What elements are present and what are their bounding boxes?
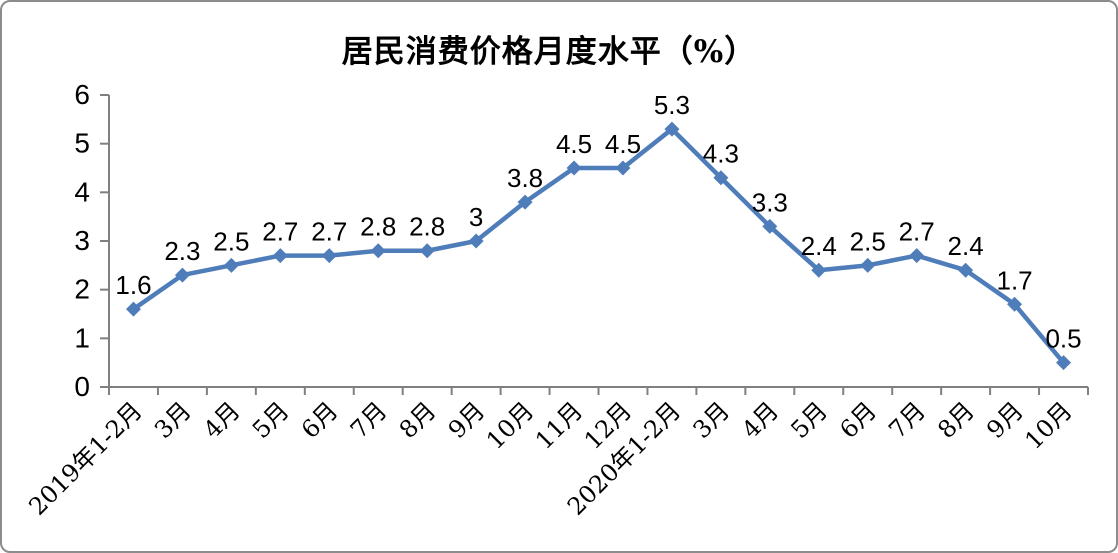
y-axis-tick-label: 6 <box>74 79 90 110</box>
data-point-label: 2.4 <box>948 231 984 261</box>
data-point-marker <box>125 301 141 317</box>
x-axis-tick-label: 8月 <box>394 396 442 444</box>
data-point-label: 4.5 <box>556 129 592 159</box>
x-axis-tick-label: 7月 <box>345 396 393 444</box>
data-point-label: 2.7 <box>899 217 935 247</box>
data-point-label: 3 <box>469 202 483 232</box>
data-point-label: 5.3 <box>654 90 690 120</box>
data-point-marker <box>664 121 680 137</box>
y-axis-tick-label: 4 <box>74 176 90 207</box>
x-axis-tick-label: 6月 <box>834 396 882 444</box>
data-point-marker <box>615 160 631 176</box>
data-point-label: 3.3 <box>752 187 788 217</box>
data-point-marker <box>223 257 239 273</box>
data-point-label: 2.7 <box>311 217 347 247</box>
data-point-label: 4.5 <box>605 129 641 159</box>
x-axis-tick-label: 4月 <box>198 396 246 444</box>
data-point-label: 3.8 <box>507 163 543 193</box>
data-point-label: 4.3 <box>703 139 739 169</box>
x-axis-tick-label: 3月 <box>149 396 197 444</box>
y-axis-tick-label: 5 <box>74 128 90 159</box>
data-point-marker <box>566 160 582 176</box>
data-line <box>131 126 1066 365</box>
data-point-marker <box>370 243 386 259</box>
data-point-marker <box>321 248 337 264</box>
data-point-label: 2.7 <box>262 217 298 247</box>
data-point-label: 2.5 <box>213 226 249 256</box>
data-point-marker <box>272 248 288 264</box>
data-point-marker <box>517 194 533 210</box>
data-point-label: 1.6 <box>115 270 151 300</box>
x-axis-tick-label: 5月 <box>785 396 833 444</box>
data-point-label: 2.8 <box>360 212 396 242</box>
data-point-marker <box>713 170 729 186</box>
x-axis-tick-label: 3月 <box>688 396 736 444</box>
chart-title: 居民消费价格月度水平（%） <box>341 34 757 70</box>
x-axis-tick-label: 6月 <box>296 396 344 444</box>
data-point-label: 1.7 <box>996 265 1032 295</box>
data-point-marker <box>419 243 435 259</box>
data-point-marker <box>468 233 484 249</box>
y-axis-tick-label: 2 <box>74 274 90 305</box>
data-point-label: 2.5 <box>850 226 886 256</box>
y-axis-tick-label: 1 <box>74 322 90 353</box>
data-point-marker <box>958 262 974 278</box>
data-point-label: 0.5 <box>1045 324 1081 354</box>
y-axis-tick-label: 0 <box>74 371 90 402</box>
x-axis-tick-label: 10月 <box>1019 396 1077 454</box>
y-axis-tick-label: 3 <box>74 225 90 256</box>
data-point-marker <box>174 267 190 283</box>
x-axis-tick-label: 4月 <box>736 396 784 444</box>
data-point-marker <box>762 218 778 234</box>
data-point-label: 2.8 <box>409 212 445 242</box>
x-axis-tick-label: 5月 <box>247 396 295 444</box>
data-point-marker <box>909 248 925 264</box>
axis-lines <box>108 95 1088 388</box>
x-axis-tick-label: 8月 <box>932 396 980 444</box>
x-axis-tick-label: 10月 <box>481 396 539 454</box>
x-axis-tick-label: 2019年1-2月 <box>23 396 147 520</box>
data-point-marker <box>1007 296 1023 312</box>
data-point-marker <box>1056 355 1072 371</box>
data-point-label: 2.4 <box>801 231 837 261</box>
data-point-label: 2.3 <box>164 236 200 266</box>
data-point-marker <box>811 262 827 278</box>
data-point-marker <box>860 257 876 273</box>
x-axis-tick-label: 11月 <box>530 396 588 454</box>
x-axis-tick-label: 7月 <box>883 396 931 444</box>
